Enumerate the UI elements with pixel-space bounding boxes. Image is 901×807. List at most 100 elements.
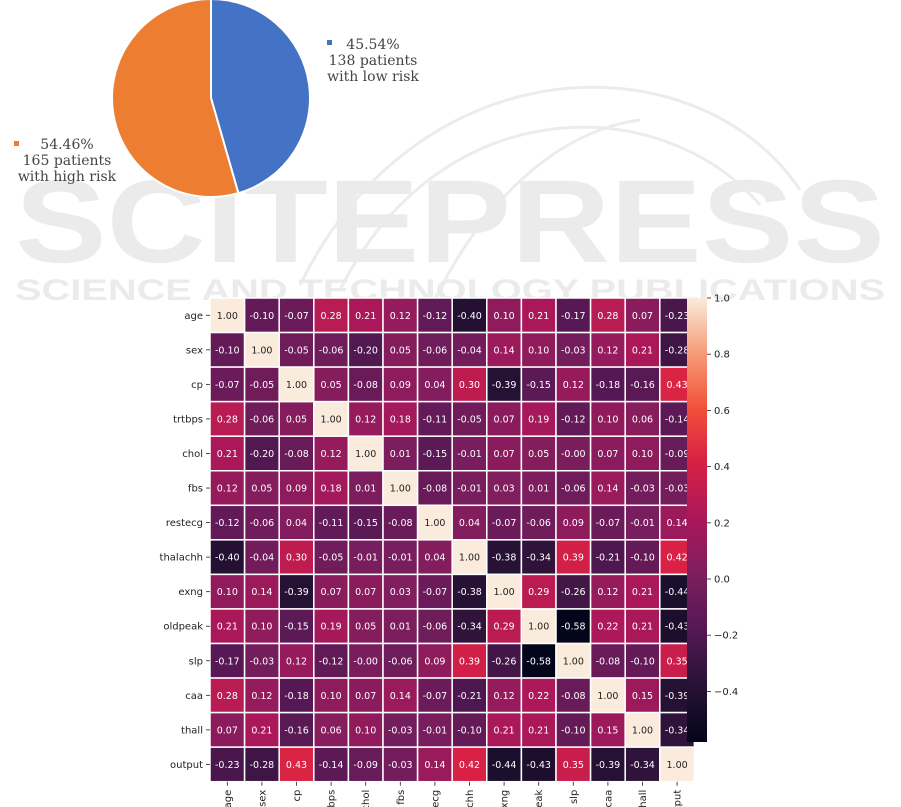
heatmap-cell-label: 0.07 xyxy=(355,587,376,598)
heatmap-cell xyxy=(555,573,592,610)
heatmap-cell-label: 0.21 xyxy=(217,449,238,460)
heatmap-cell-label: -0.05 xyxy=(284,345,309,356)
heatmap-y-tick-label: restecg xyxy=(166,518,203,529)
heatmap-cell xyxy=(382,677,419,714)
heatmap-cell xyxy=(278,573,315,610)
heatmap-cell-label: -0.39 xyxy=(284,587,309,598)
heatmap-cell xyxy=(555,366,592,403)
heatmap-cell-label: 0.18 xyxy=(390,414,411,425)
heatmap-cell xyxy=(382,366,419,403)
heatmap-cell-label: -0.18 xyxy=(284,691,309,702)
heatmap-y-tick-label: thall xyxy=(181,725,203,736)
heatmap-cell-label: 0.14 xyxy=(494,345,515,356)
heatmap-cell-label: -0.23 xyxy=(215,760,240,771)
heatmap-cell-label: -0.34 xyxy=(457,622,482,633)
heatmap-cell xyxy=(416,297,453,334)
heatmap-cell-label: 0.39 xyxy=(459,656,480,667)
heatmap-cell-label: 0.18 xyxy=(321,484,342,495)
heatmap-cell-label: 0.28 xyxy=(597,311,618,322)
heatmap-cell-label: -0.06 xyxy=(423,345,448,356)
heatmap-cell-label: -0.07 xyxy=(492,518,517,529)
heatmap-cell xyxy=(313,677,350,714)
heatmap-cell xyxy=(209,297,246,334)
heatmap-cell-label: -0.06 xyxy=(250,414,275,425)
heatmap-cell xyxy=(520,331,557,368)
heatmap-cell-label: -0.06 xyxy=(388,656,413,667)
heatmap-cell-label: 1.00 xyxy=(597,691,618,702)
pie-slice-0 xyxy=(210,0,311,195)
heatmap-cell-label: 0.19 xyxy=(528,414,549,425)
heatmap-y-tick-label: chol xyxy=(182,449,203,460)
heatmap-cell-label: -0.28 xyxy=(250,760,275,771)
heatmap-cell-label: 1.00 xyxy=(459,553,480,564)
heatmap-y-labels: age sex cp trtbps chol fbs restecg thalachh exng… xyxy=(160,311,210,771)
heatmap-cell xyxy=(451,608,488,645)
heatmap-cell-label: 1.00 xyxy=(286,380,307,391)
heatmap-cell xyxy=(313,366,350,403)
heatmap-cell-label: -0.14 xyxy=(319,760,344,771)
heatmap-cell-label: 0.04 xyxy=(424,553,445,564)
heatmap-cell xyxy=(624,297,661,334)
heatmap-cell-label: -0.05 xyxy=(319,553,344,564)
heatmap-cell-label: 0.10 xyxy=(251,622,272,633)
heatmap-cell-label: 0.10 xyxy=(632,449,653,460)
heatmap-cell-label: -0.01 xyxy=(630,518,655,529)
heatmap-cell xyxy=(555,677,592,714)
heatmap-cell-label: -0.38 xyxy=(492,553,517,564)
heatmap-cell-label: -0.34 xyxy=(665,725,690,736)
heatmap-cell xyxy=(382,435,419,472)
colorbar-tick-label: 0.6 xyxy=(714,406,730,417)
heatmap-cell xyxy=(313,504,350,541)
heatmap-cell-label: 0.07 xyxy=(632,311,653,322)
heatmap-y-tick-label: caa xyxy=(185,691,203,702)
heatmap-cell xyxy=(520,435,557,472)
heatmap-cell xyxy=(313,297,350,334)
heatmap-x-tick-label: oldpeak xyxy=(534,789,545,807)
colorbar-tick-label: 0.0 xyxy=(714,575,730,586)
heatmap-cell xyxy=(416,400,453,437)
heatmap-cell xyxy=(347,435,384,472)
heatmap-cell xyxy=(243,504,280,541)
heatmap-cell-label: 0.19 xyxy=(321,622,342,633)
pie-label-low-risk: 45.54% 138 patients with low risk xyxy=(318,37,428,85)
heatmap-cell-label: 1.00 xyxy=(355,449,376,460)
colorbar-tick-label: −0.4 xyxy=(714,687,738,698)
heatmap-cell xyxy=(382,400,419,437)
heatmap-cell xyxy=(243,642,280,679)
heatmap-cell-label: 0.01 xyxy=(390,622,411,633)
heatmap-cell-label: 1.00 xyxy=(321,414,342,425)
heatmap-cell-label: 1.00 xyxy=(667,760,688,771)
heatmap-cell-label: 0.30 xyxy=(286,553,307,564)
heatmap-cell-label: 0.42 xyxy=(667,553,688,564)
heatmap-x-tick-label: sex xyxy=(257,790,268,807)
heatmap-cell xyxy=(451,504,488,541)
heatmap-cell-label: -0.15 xyxy=(526,380,551,391)
heatmap-cell xyxy=(278,470,315,507)
heatmap-cell-label: -0.21 xyxy=(596,553,621,564)
heatmap-cell-label: 0.35 xyxy=(667,656,688,667)
heatmap-cell xyxy=(589,539,626,576)
heatmap-x-tick-label: chol xyxy=(361,790,372,807)
heatmap-cell-label: 0.21 xyxy=(217,622,238,633)
heatmap-cell xyxy=(313,711,350,748)
heatmap-x-tick-label: thall xyxy=(638,790,649,807)
heatmap-cell-label: 0.10 xyxy=(217,587,238,598)
colorbar-tick-label: 1.0 xyxy=(714,294,730,305)
heatmap-cell-label: 0.12 xyxy=(217,484,238,495)
heatmap-cell-label: -0.09 xyxy=(353,760,378,771)
heatmap-cell-label: -0.03 xyxy=(630,484,655,495)
heatmap-cell-label: 0.05 xyxy=(528,449,549,460)
heatmap-cell-label: -0.12 xyxy=(215,518,240,529)
heatmap-cell-label: -0.39 xyxy=(665,691,690,702)
heatmap-cell xyxy=(278,746,315,783)
heatmap-cell-label: -0.05 xyxy=(457,414,482,425)
heatmap-cell xyxy=(313,539,350,576)
heatmap-cell xyxy=(555,608,592,645)
heatmap-cell xyxy=(486,435,523,472)
colorbar-ticks: 1.0 0.8 0.6 0.4 0.2 0.0 −0.2 −0.4 xyxy=(707,294,738,698)
heatmap-cell xyxy=(243,366,280,403)
heatmap-cell xyxy=(624,677,661,714)
heatmap-cell xyxy=(486,711,523,748)
heatmap-cell-label: -0.15 xyxy=(423,449,448,460)
heatmap-x-tick-label: cp xyxy=(292,790,303,802)
